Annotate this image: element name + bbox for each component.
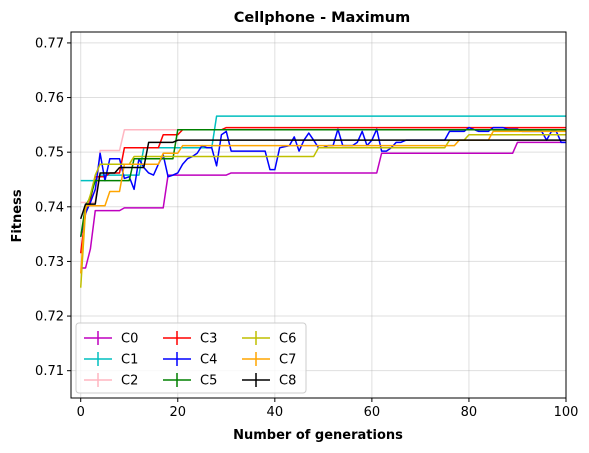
legend-entry-c8: C8 — [242, 373, 296, 389]
legend-entry-c3: C3 — [163, 331, 217, 347]
chart-title: Cellphone - Maximum — [234, 10, 410, 26]
axis-ticks: 0 20 40 60 80 100 0.71 0.72 0.73 0.74 0.75 0.76 0.77 — [35, 36, 578, 420]
x-axis-label: Number of generations — [233, 428, 403, 443]
legend-entry-c1: C1 — [84, 352, 138, 368]
y-tick-label-3: 0.74 — [35, 200, 64, 215]
plot-frame — [70, 31, 567, 399]
x-tick-label-5: 100 — [554, 405, 579, 420]
y-tick-label-6: 0.77 — [35, 36, 64, 51]
y-tick-label-5: 0.76 — [35, 91, 64, 106]
legend-entry-c6: C6 — [242, 331, 296, 347]
legend-entry-c7: C7 — [242, 352, 296, 368]
plot-series — [79, 115, 566, 288]
y-tick-label-0: 0.71 — [35, 364, 64, 379]
legend-label: C7 — [279, 353, 296, 368]
legend-entry-c2: C2 — [84, 373, 138, 389]
legend-label: C6 — [279, 332, 296, 347]
legend-label: C0 — [121, 332, 138, 347]
y-axis-label: Fitness — [10, 189, 25, 242]
legend-label: C5 — [200, 374, 217, 389]
x-tick-label-0: 0 — [77, 405, 85, 420]
legend-box — [75, 322, 307, 394]
y-tick-label-2: 0.73 — [35, 255, 64, 270]
legend: C0 C1 C2 C3 C4 C5 C6 C7 C8 — [75, 322, 307, 394]
x-tick-label-3: 60 — [364, 405, 381, 420]
legend-label: C8 — [279, 374, 296, 389]
legend-entry-c0: C0 — [84, 331, 138, 347]
x-tick-label-4: 80 — [461, 405, 478, 420]
legend-label: C2 — [121, 374, 138, 389]
grid — [71, 32, 567, 398]
y-tick-label-1: 0.72 — [35, 310, 64, 325]
x-tick-label-1: 20 — [169, 405, 186, 420]
legend-label: C4 — [200, 353, 217, 368]
legend-label: C3 — [200, 332, 217, 347]
legend-label: C1 — [121, 353, 138, 368]
legend-entry-c4: C4 — [163, 352, 217, 368]
series-line-c4 — [79, 126, 566, 238]
legend-entry-c5: C5 — [163, 373, 217, 389]
x-tick-label-2: 40 — [267, 405, 284, 420]
y-tick-label-4: 0.75 — [35, 146, 64, 161]
series-line-c8 — [79, 139, 566, 220]
